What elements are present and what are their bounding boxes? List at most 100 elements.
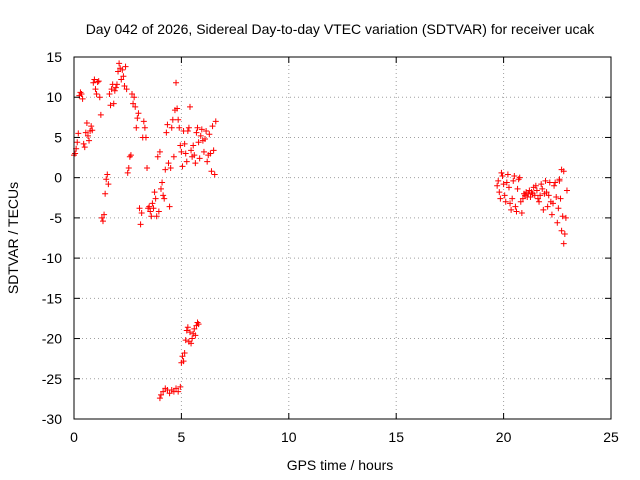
data-point: [561, 230, 568, 237]
y-tick-label: 10: [46, 89, 62, 105]
data-point: [552, 179, 559, 186]
data-point: [189, 335, 196, 342]
x-tick-label: 15: [388, 429, 404, 445]
data-point: [540, 206, 547, 213]
data-point: [162, 166, 169, 173]
data-point: [179, 353, 186, 360]
data-point: [82, 129, 89, 136]
data-point: [193, 129, 200, 136]
y-tick-label: -5: [50, 210, 63, 226]
data-point: [194, 124, 201, 131]
data-point: [168, 124, 175, 131]
data-point: [121, 82, 128, 89]
data-point: [104, 171, 111, 178]
data-point: [79, 95, 86, 102]
data-point: [177, 383, 184, 390]
data-point: [160, 388, 167, 395]
data-point: [136, 205, 143, 212]
data-point: [167, 165, 174, 172]
data-point: [131, 94, 138, 101]
data-point: [122, 63, 129, 70]
data-point: [563, 187, 570, 194]
data-point: [519, 195, 526, 202]
data-point: [185, 124, 192, 131]
data-point: [501, 192, 508, 199]
data-point: [147, 208, 154, 215]
data-point: [119, 66, 126, 73]
data-point: [188, 147, 195, 154]
data-point: [141, 124, 148, 131]
data-point: [198, 126, 205, 133]
y-tick-label: 15: [46, 49, 62, 65]
data-point: [555, 205, 562, 212]
data-point: [557, 195, 564, 202]
data-point: [504, 171, 511, 178]
data-point: [132, 103, 139, 110]
data-point: [113, 81, 120, 88]
data-point: [101, 211, 108, 218]
data-point: [130, 100, 137, 107]
data-point: [84, 132, 91, 139]
data-point: [91, 76, 98, 83]
data-point: [534, 195, 541, 202]
data-point: [170, 153, 177, 160]
data-point: [196, 155, 203, 162]
data-point: [124, 169, 131, 176]
data-point: [182, 337, 189, 344]
data-point: [133, 124, 140, 131]
data-point: [75, 130, 82, 137]
data-point: [556, 177, 563, 184]
data-point: [89, 127, 96, 134]
grid-lines: [74, 57, 611, 419]
data-point: [543, 189, 550, 196]
data-point: [495, 177, 502, 184]
data-point: [186, 103, 193, 110]
data-point: [518, 210, 525, 217]
data-point: [80, 140, 87, 147]
data-point: [195, 321, 202, 328]
x-tick-labels: 0 5 10 15 20 25: [70, 429, 619, 445]
data-point: [544, 203, 551, 210]
x-tick-label: 25: [603, 429, 619, 445]
data-point: [533, 187, 540, 194]
data-point: [175, 388, 182, 395]
data-point: [503, 179, 510, 186]
data-point: [98, 214, 105, 221]
data-point: [508, 206, 515, 213]
y-tick-label: -20: [42, 331, 62, 347]
data-point: [92, 86, 99, 93]
data-point: [156, 148, 163, 155]
data-point: [179, 163, 186, 170]
data-point: [94, 78, 101, 85]
data-point: [118, 76, 125, 83]
data-point: [209, 123, 216, 130]
data-point: [512, 203, 519, 210]
data-point: [183, 327, 190, 334]
data-point: [182, 150, 189, 157]
x-tick-label: 0: [70, 429, 78, 445]
data-point: [186, 329, 193, 336]
data-point: [134, 115, 141, 122]
data-point: [558, 227, 565, 234]
data-point: [103, 176, 110, 183]
plot-frame: [73, 56, 612, 420]
data-point: [173, 79, 180, 86]
data-point: [116, 60, 123, 67]
x-tick-label: 10: [281, 429, 297, 445]
data-point: [516, 174, 523, 181]
data-point: [551, 182, 558, 189]
data-point: [558, 166, 565, 173]
data-point: [159, 179, 166, 186]
data-point: [545, 192, 552, 199]
data-point: [184, 324, 191, 331]
data-point: [83, 119, 90, 126]
data-point: [536, 198, 543, 205]
data-point: [527, 193, 534, 200]
data-point: [78, 91, 85, 98]
data-point: [173, 385, 180, 392]
data-point: [157, 391, 164, 398]
data-point: [111, 87, 118, 94]
data-point: [208, 168, 215, 175]
data-point: [108, 86, 115, 93]
